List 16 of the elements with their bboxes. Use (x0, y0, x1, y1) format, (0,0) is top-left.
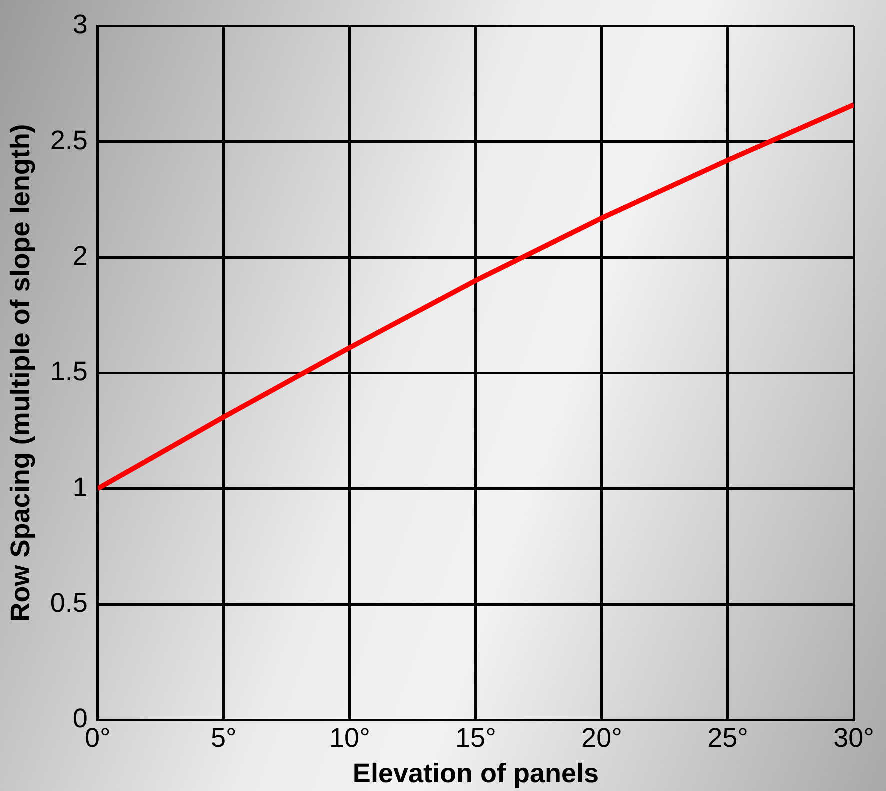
x-tick-label: 15° (456, 722, 496, 753)
x-tick-label: 25° (708, 722, 748, 753)
y-tick-label: 1 (72, 472, 88, 502)
x-axis-title: Elevation of panels (352, 758, 599, 788)
x-tick-label: 10° (330, 722, 370, 753)
y-tick-label: 0 (72, 704, 88, 734)
y-tick-label: 0.5 (50, 588, 88, 618)
x-tick-label: 30° (834, 722, 874, 753)
x-tick-label: 20° (582, 722, 622, 753)
y-tick-label: 2.5 (50, 125, 88, 156)
x-tick-label: 5° (211, 722, 237, 753)
y-axis-title: Row Spacing (multiple of slope length) (6, 124, 36, 622)
y-tick-label: 1.5 (50, 356, 88, 387)
x-tick-label: 0° (85, 722, 111, 753)
y-tick-label: 3 (72, 10, 88, 40)
y-tick-label: 2 (72, 240, 88, 271)
